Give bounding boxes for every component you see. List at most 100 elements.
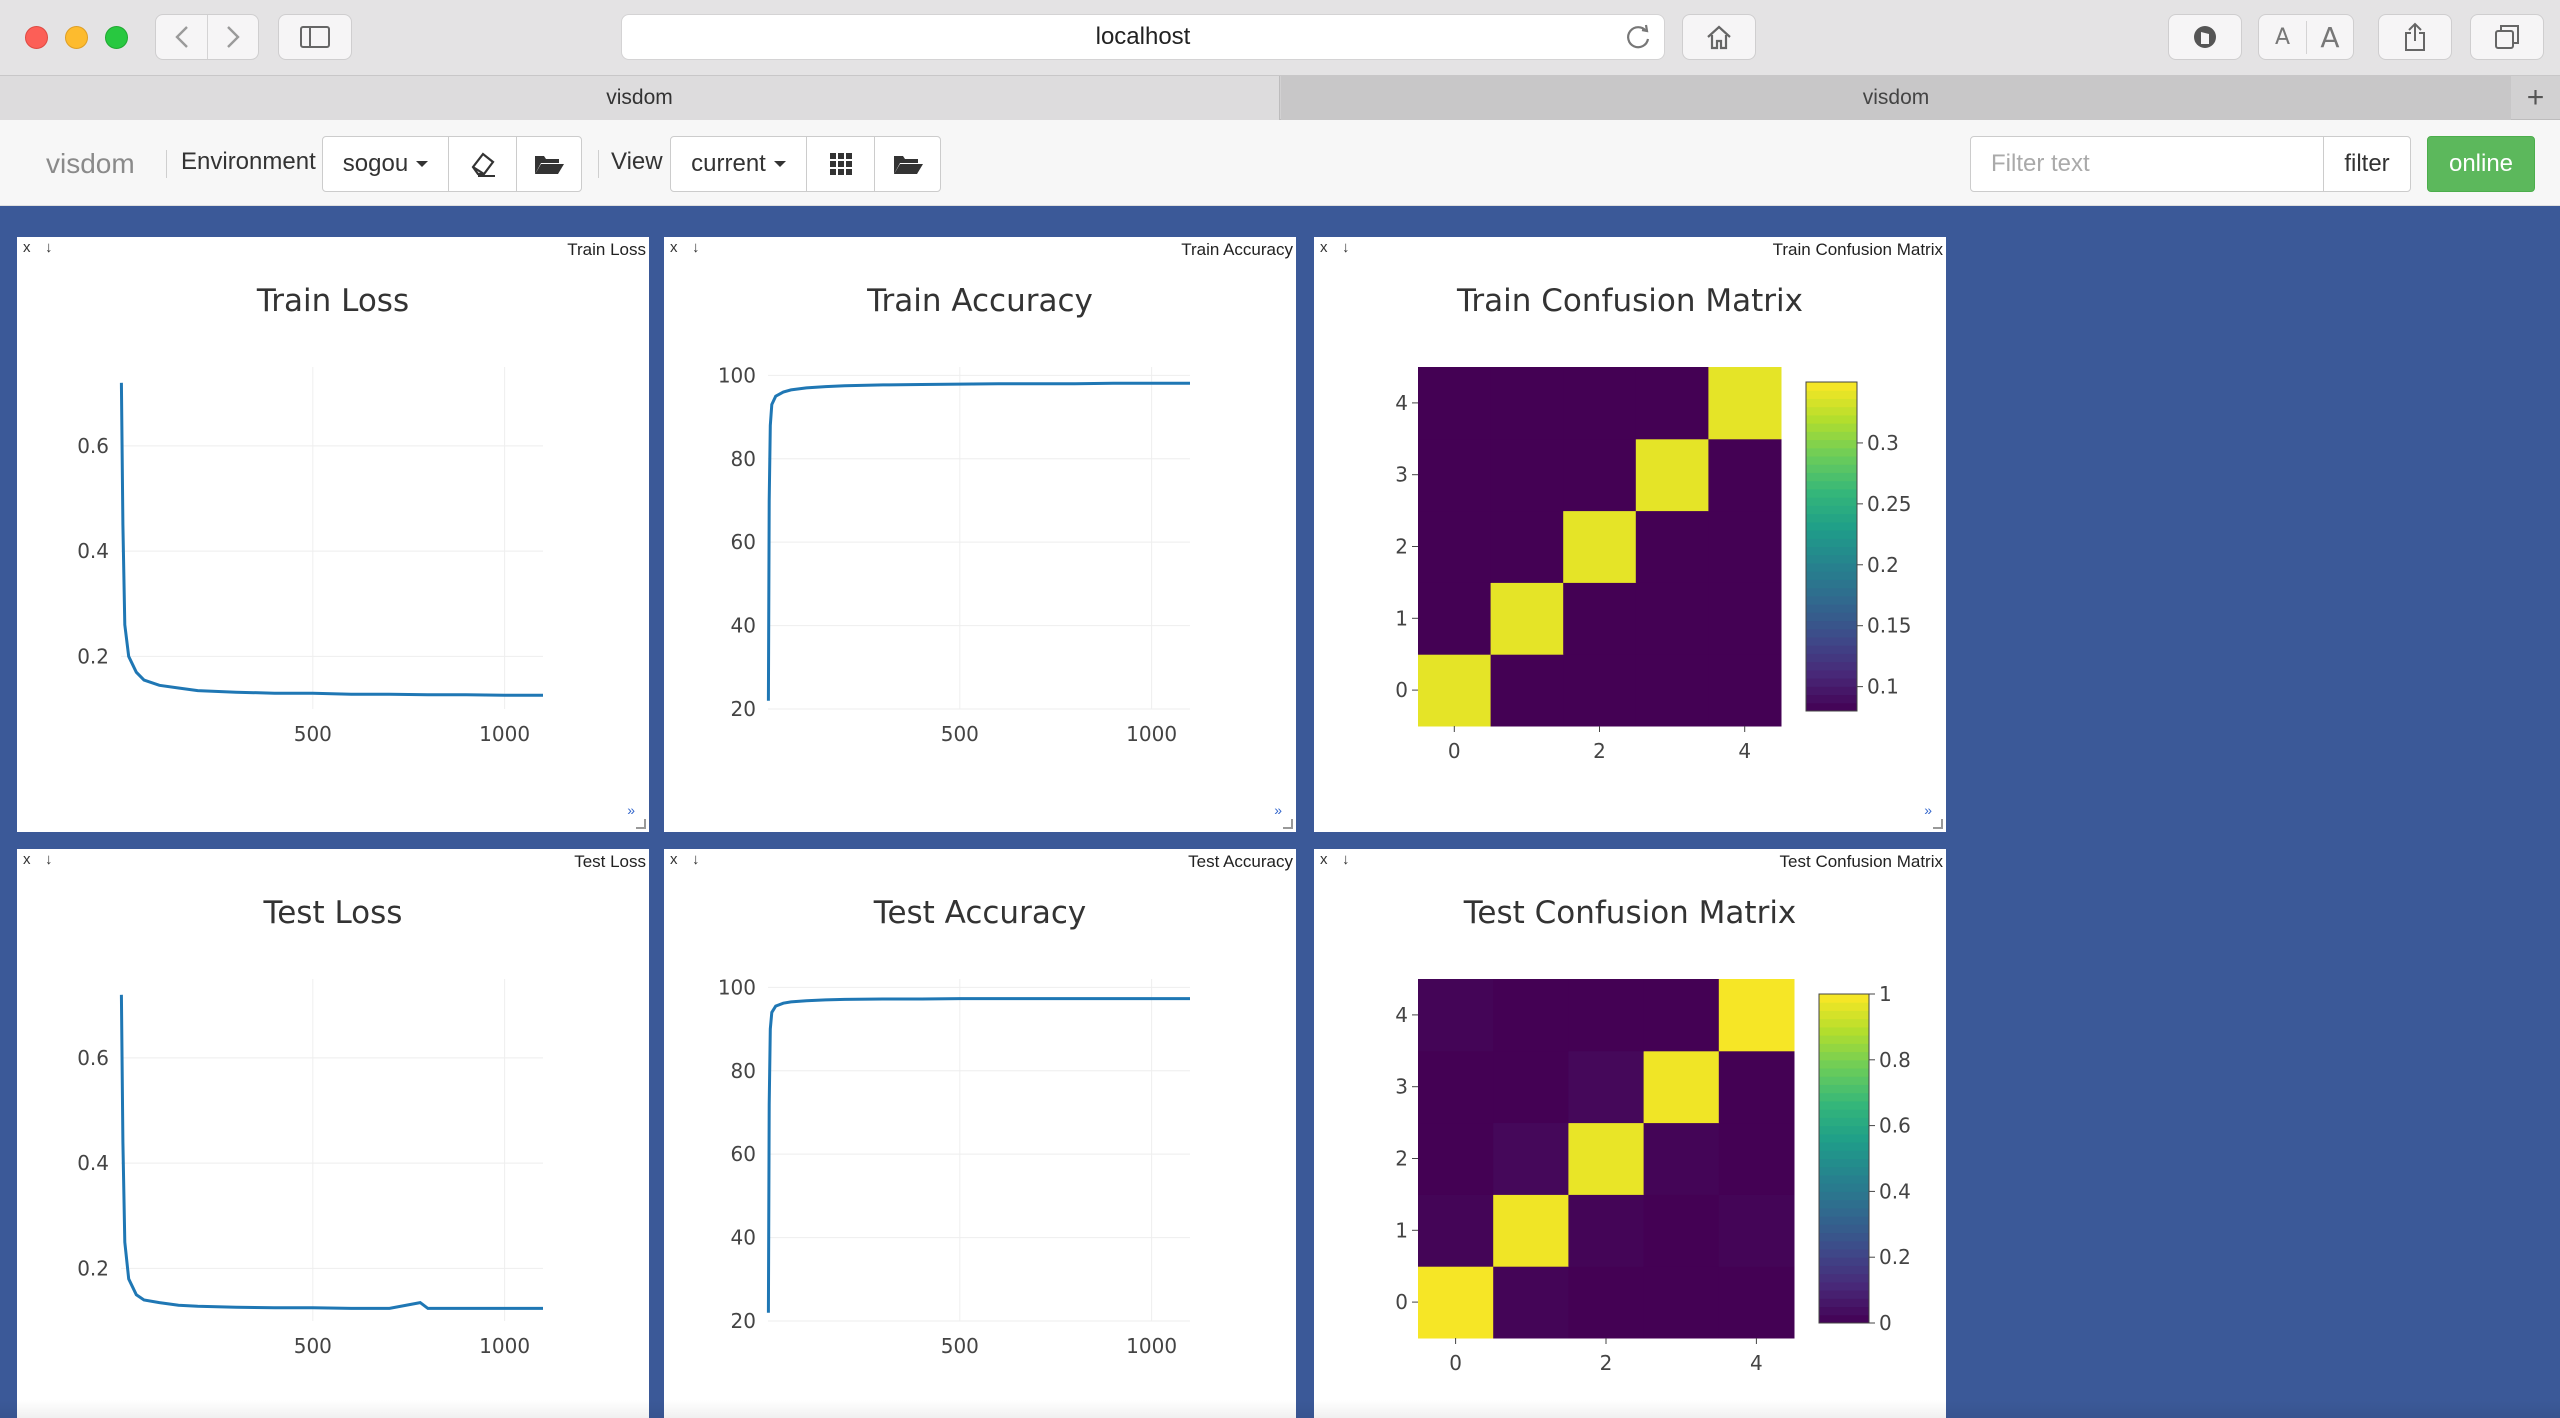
tab-visdom-active[interactable]: visdom bbox=[0, 76, 1280, 120]
pane-close-button[interactable]: x bbox=[670, 239, 678, 256]
colorbar-segment bbox=[1819, 1290, 1869, 1299]
filter-button[interactable]: filter bbox=[2323, 136, 2411, 192]
filter-text-input[interactable]: Filter text bbox=[1970, 136, 2324, 192]
plot-title: Train Loss bbox=[256, 283, 410, 319]
colorbar-segment bbox=[1806, 645, 1857, 654]
pane-train-confusion-matrix[interactable]: x ↓ Train Confusion Matrix Train Confusi… bbox=[1314, 237, 1946, 832]
pane-train-accuracy[interactable]: x ↓ Train Accuracy Train Accuracy 500 100… bbox=[664, 237, 1296, 832]
plot-title: Test Accuracy bbox=[873, 895, 1087, 931]
tab-visdom[interactable]: visdom bbox=[1281, 76, 2511, 120]
colorbar-segment bbox=[1806, 456, 1857, 465]
heatmap-cell bbox=[1718, 1266, 1795, 1339]
back-forward-group bbox=[155, 14, 259, 60]
heatmap-cell bbox=[1490, 510, 1564, 583]
pane-test-confusion-matrix[interactable]: x ↓ Test Confusion Matrix Test Confusion… bbox=[1314, 849, 1946, 1418]
colorbar-segment bbox=[1806, 636, 1857, 646]
colorbar-segment bbox=[1806, 439, 1857, 449]
x-tick-label: 1000 bbox=[479, 722, 530, 746]
colorbar-segment bbox=[1819, 1191, 1869, 1201]
colorbar-segment bbox=[1806, 612, 1857, 622]
colorbar-segment bbox=[1806, 686, 1857, 696]
colorbar-segment bbox=[1806, 546, 1857, 556]
heatmap-cell bbox=[1718, 1122, 1795, 1195]
pane-download-button[interactable]: ↓ bbox=[1342, 239, 1350, 256]
pane-test-accuracy[interactable]: x ↓ Test Accuracy Test Accuracy 500 1000 2… bbox=[664, 849, 1296, 1418]
pane-train-loss[interactable]: x ↓ Train Loss Train Loss 500 1000 0.2 0.4 0… bbox=[17, 237, 649, 832]
home-button[interactable] bbox=[1682, 14, 1756, 60]
heatmap-cell bbox=[1718, 1050, 1795, 1124]
reload-icon[interactable] bbox=[1624, 23, 1652, 58]
new-tab-button[interactable]: + bbox=[2526, 81, 2545, 114]
resize-handle[interactable] bbox=[1283, 819, 1293, 829]
forward-icon[interactable] bbox=[207, 15, 258, 59]
window-minimize-button[interactable] bbox=[65, 26, 88, 49]
colorbar-segment bbox=[1819, 1207, 1869, 1217]
resize-handle[interactable] bbox=[636, 819, 646, 829]
pane-download-button[interactable]: ↓ bbox=[45, 239, 53, 256]
colorbar-tick-label: 0.4 bbox=[1879, 1179, 1911, 1203]
heatmap-cell bbox=[1493, 1266, 1569, 1339]
window-close-button[interactable] bbox=[25, 26, 48, 49]
pane-close-button[interactable]: x bbox=[23, 851, 31, 868]
colorbar-segment bbox=[1819, 1035, 1869, 1044]
heatmap-cell bbox=[1418, 367, 1492, 440]
environment-label: Environment bbox=[181, 148, 316, 175]
pane-download-button[interactable]: ↓ bbox=[1342, 851, 1350, 868]
colorbar-segment bbox=[1806, 480, 1857, 490]
heatmap-cell bbox=[1643, 1266, 1720, 1339]
environment-dropdown[interactable]: sogou bbox=[322, 136, 449, 192]
privacy-button[interactable] bbox=[2168, 14, 2242, 60]
colorbar-segment bbox=[1806, 390, 1857, 399]
x-tick-label: 500 bbox=[294, 1334, 332, 1358]
online-status-button[interactable]: online bbox=[2427, 136, 2535, 192]
expand-icon[interactable]: » bbox=[1274, 802, 1282, 818]
pane-test-loss[interactable]: x ↓ Test Loss Test Loss 500 1000 0.2 0.4 0.6 bbox=[17, 849, 649, 1418]
pane-download-button[interactable]: ↓ bbox=[45, 851, 53, 868]
pane-download-button[interactable]: ↓ bbox=[692, 851, 700, 868]
heatmap-cell bbox=[1635, 438, 1709, 512]
repack-view-button[interactable] bbox=[806, 136, 875, 192]
colorbar-segment bbox=[1819, 1281, 1869, 1291]
address-bar[interactable]: localhost bbox=[621, 14, 1665, 60]
window-maximize-button[interactable] bbox=[105, 26, 128, 49]
colorbar-segment bbox=[1819, 1018, 1869, 1028]
text-larger-icon[interactable]: A bbox=[2306, 20, 2353, 54]
colorbar-segment bbox=[1806, 423, 1857, 432]
colorbar-segment bbox=[1819, 1166, 1869, 1176]
view-dropdown[interactable]: current bbox=[670, 136, 807, 192]
colorbar-tick-label: 0.2 bbox=[1867, 553, 1899, 577]
colorbar-tick-label: 0 bbox=[1879, 1311, 1892, 1335]
back-icon[interactable] bbox=[156, 25, 207, 49]
manage-views-button[interactable] bbox=[874, 136, 941, 192]
expand-icon[interactable]: » bbox=[1924, 802, 1932, 818]
colorbar-segment bbox=[1806, 702, 1857, 712]
url-text: localhost bbox=[1095, 23, 1191, 50]
clear-environment-button[interactable] bbox=[448, 136, 517, 192]
colorbar-segment bbox=[1806, 447, 1857, 457]
x-tick-label: 500 bbox=[941, 722, 979, 746]
manage-environments-button[interactable] bbox=[516, 136, 582, 192]
colorbar-segment bbox=[1806, 694, 1857, 704]
sidebar-icon bbox=[300, 26, 330, 48]
sidebar-toggle-button[interactable] bbox=[278, 14, 352, 60]
share-button[interactable] bbox=[2378, 14, 2452, 60]
resize-handle[interactable] bbox=[1933, 819, 1943, 829]
heatmap-cell bbox=[1418, 1194, 1494, 1267]
pane-download-button[interactable]: ↓ bbox=[692, 239, 700, 256]
pane-close-button[interactable]: x bbox=[670, 851, 678, 868]
colorbar-segment bbox=[1819, 1314, 1869, 1324]
colorbar-segment bbox=[1806, 497, 1857, 506]
heatmap-cell bbox=[1418, 654, 1492, 727]
y-tick-label: 2 bbox=[1395, 535, 1408, 559]
pane-close-button[interactable]: x bbox=[23, 239, 31, 256]
colorbar-segment bbox=[1806, 661, 1857, 671]
pane-close-button[interactable]: x bbox=[1320, 239, 1328, 256]
text-smaller-icon[interactable]: A bbox=[2274, 24, 2291, 50]
pane-close-button[interactable]: x bbox=[1320, 851, 1328, 868]
expand-icon[interactable]: » bbox=[627, 802, 635, 818]
heatmap-cell bbox=[1708, 510, 1782, 583]
colorbar-segment bbox=[1806, 464, 1857, 473]
eraser-icon bbox=[471, 152, 495, 177]
tabs-overview-button[interactable] bbox=[2470, 14, 2544, 60]
series-line bbox=[766, 381, 1190, 701]
